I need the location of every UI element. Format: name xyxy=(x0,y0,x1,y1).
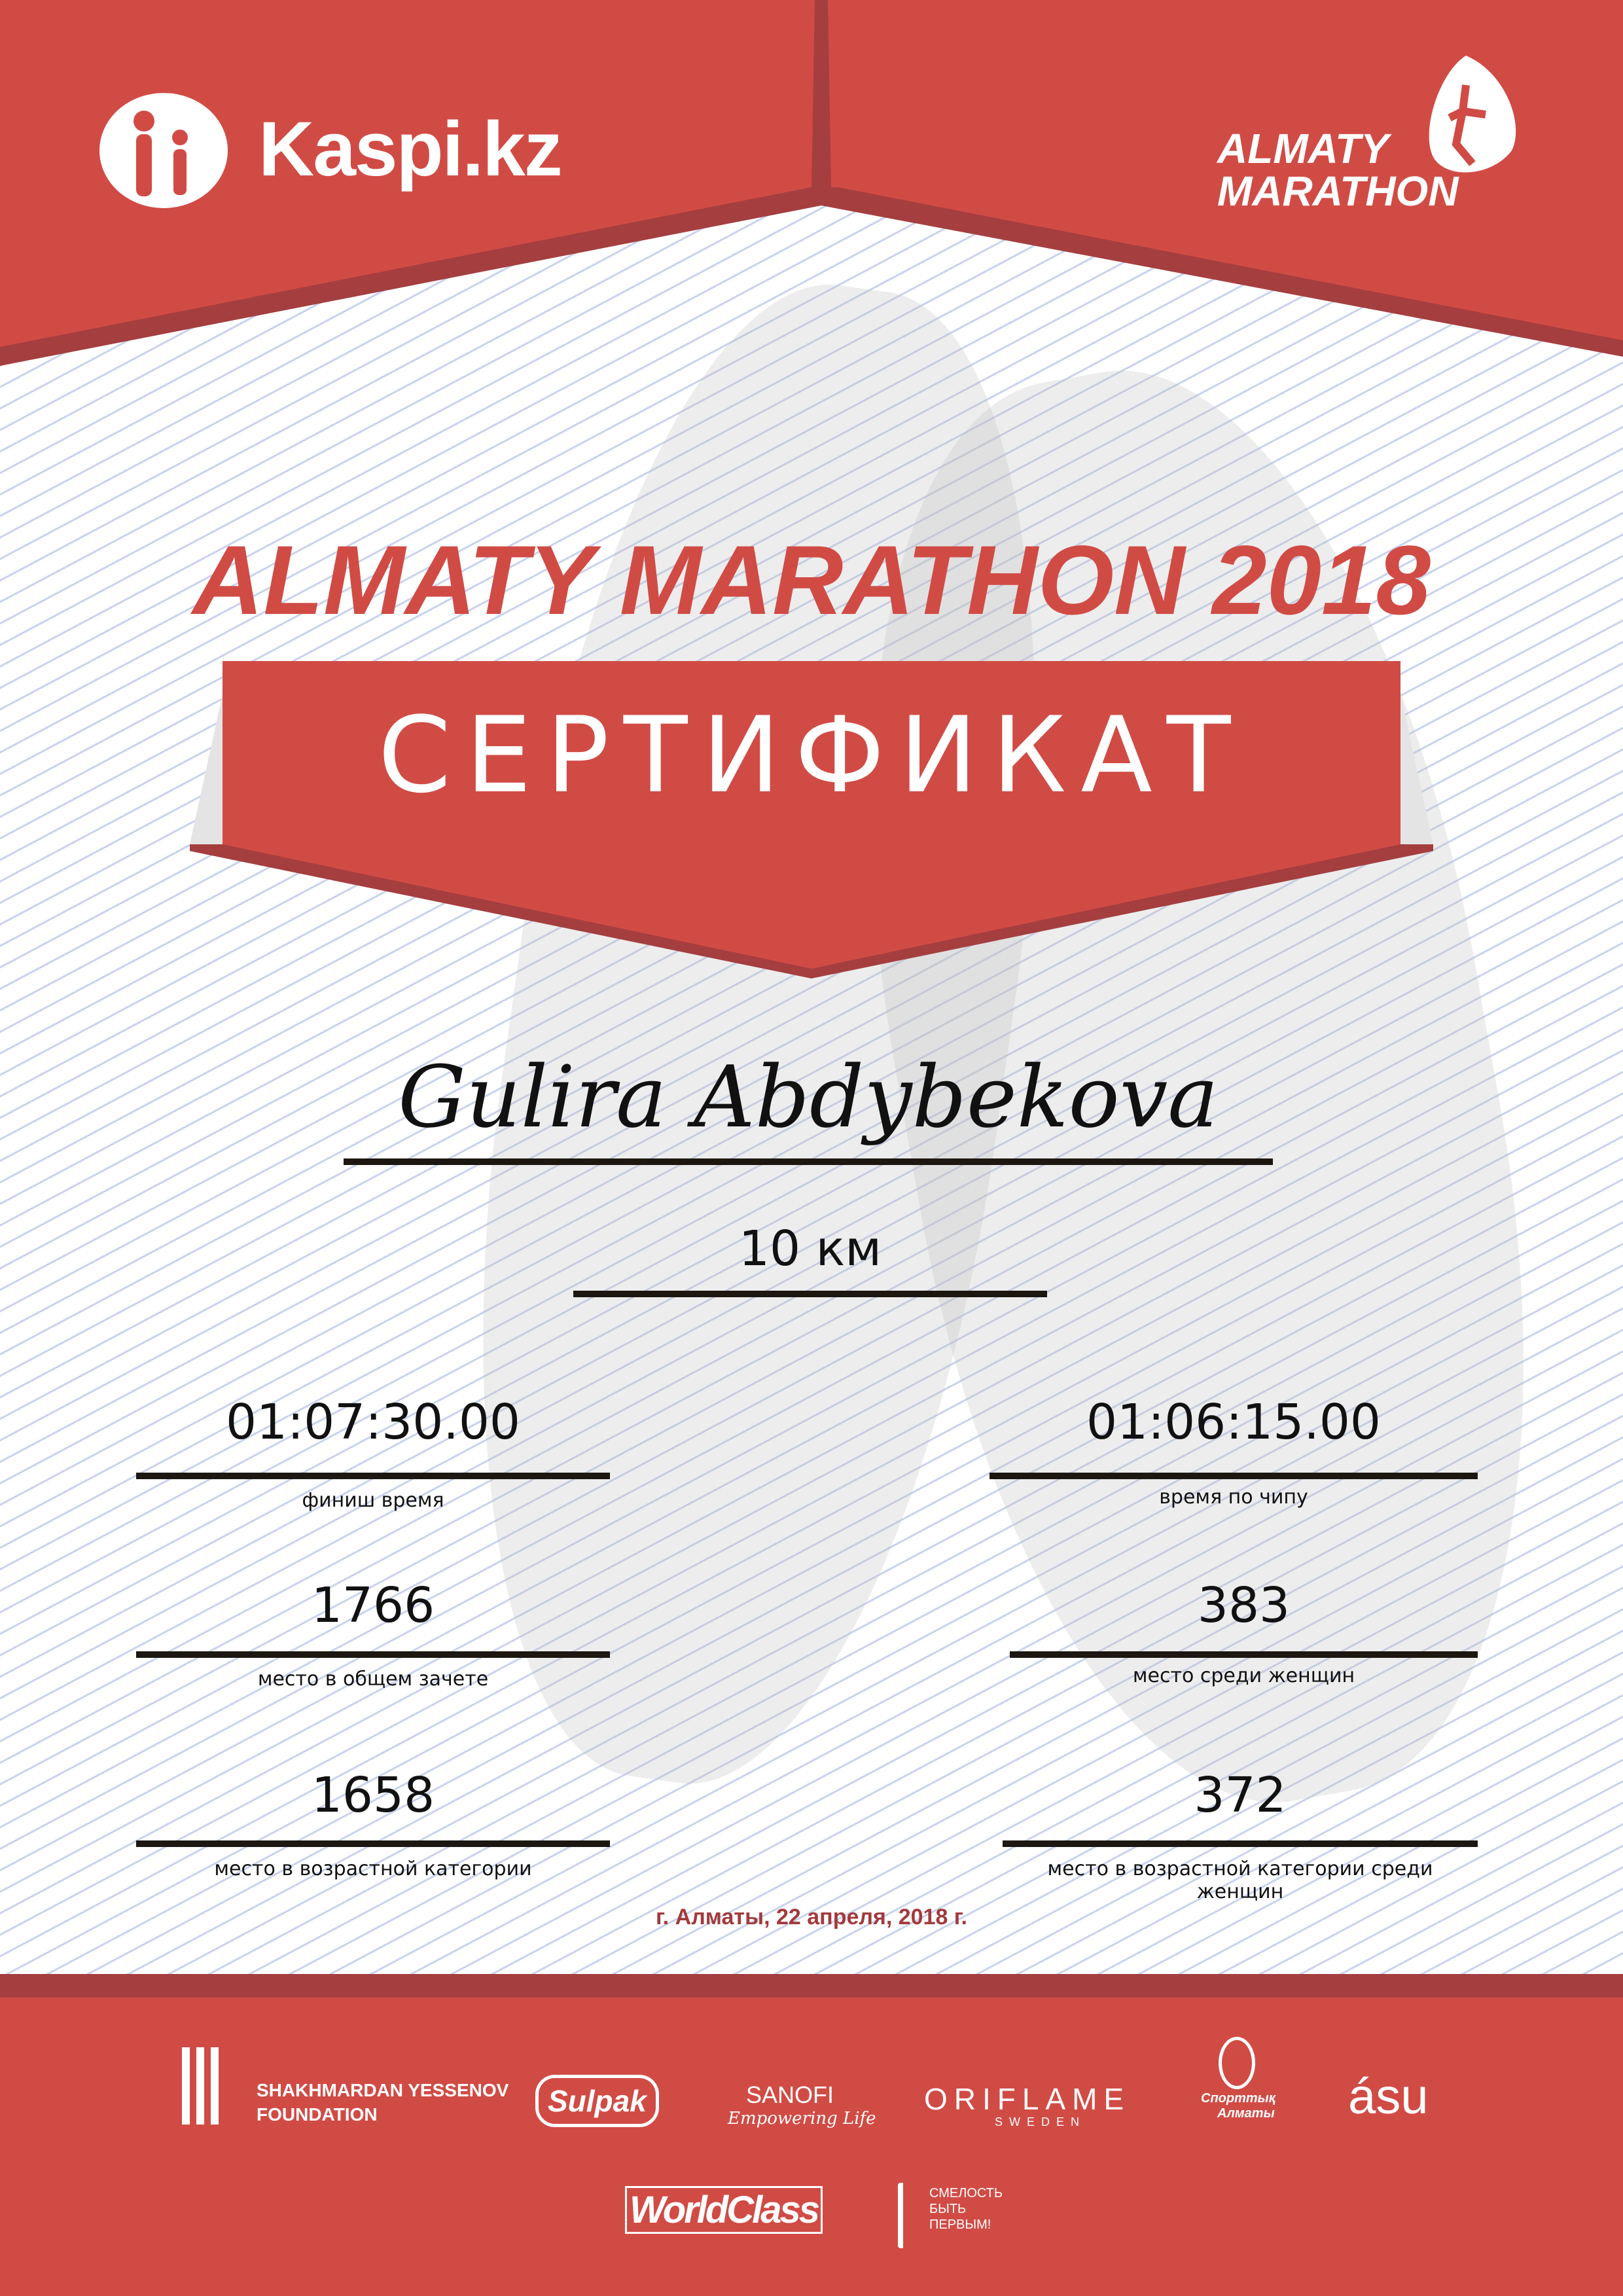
sponsor-sulpak: Sulpak xyxy=(535,2075,659,2127)
fund-line1: СМЕЛОСТЬ xyxy=(929,2186,1003,2200)
footer-dark-band xyxy=(0,1974,1623,1998)
age-category-place: 1658 xyxy=(311,1767,435,1823)
fund-line3: ПЕРВЫМ! xyxy=(929,2217,991,2232)
finish-time: 01:07:30.00 xyxy=(225,1394,521,1450)
certificate-heading: СЕРТИФИКАТ xyxy=(378,694,1245,816)
sport-almaty-emblem-icon xyxy=(1219,2037,1255,2089)
footer xyxy=(0,1998,1623,2296)
underline xyxy=(136,1840,610,1847)
women-age-category-place-label: место в возрастной категории среди женщи… xyxy=(1047,1857,1433,1903)
event-title: ALMATY MARATHON 2018 xyxy=(192,525,1431,635)
fund-figure-icon xyxy=(898,2183,912,2248)
name-underline xyxy=(344,1158,1273,1165)
certificate-ribbon xyxy=(190,661,1433,978)
underline xyxy=(1003,1840,1478,1847)
overall-place-label: место в общем зачете xyxy=(257,1668,489,1691)
fund-line2: БЫТЬ xyxy=(929,2202,967,2216)
distance-underline xyxy=(573,1291,1047,1297)
women-place-label: место среди женщин xyxy=(1132,1664,1355,1687)
underline xyxy=(990,1473,1478,1479)
distance: 10 км xyxy=(738,1221,882,1277)
kaspi-figure-icon xyxy=(99,93,228,208)
yessenov-bars-icon xyxy=(182,2047,221,2125)
chip-time-label: время по чипу xyxy=(1159,1486,1308,1509)
sponsor-asu: ásu xyxy=(1348,2069,1429,2125)
oriflame-name: ORIFLAME xyxy=(924,2082,1131,2116)
age-category-place-label: место в возрастной категории xyxy=(214,1857,532,1880)
sanofi-name: SANOFI xyxy=(746,2081,834,2108)
kaspi-wordmark: Kaspi.kz xyxy=(259,106,563,192)
sponsor-worldclass: WorldClass xyxy=(625,2186,823,2234)
underline xyxy=(1010,1651,1478,1658)
chip-time: 01:06:15.00 xyxy=(1086,1394,1382,1450)
sport-almaty-line1: Спорттық xyxy=(1201,2091,1275,2106)
runner-droplet-icon xyxy=(1429,56,1516,173)
participant-name: Gulira Abdybekova xyxy=(398,1047,1219,1147)
yessenov-name: SHAKHMARDAN YESSENOV xyxy=(257,2080,509,2100)
underline xyxy=(136,1473,610,1479)
sport-almaty-line2: Алматы xyxy=(1217,2106,1275,2121)
logo-line-almaty: ALMATY xyxy=(1217,125,1389,172)
women-age-category-place: 372 xyxy=(1194,1767,1287,1823)
logo-line-marathon: MARATHON xyxy=(1217,168,1459,215)
underline xyxy=(136,1651,610,1658)
oriflame-sub: SWEDEN xyxy=(995,2115,1086,2128)
yessenov-subtitle: FOUNDATION xyxy=(257,2104,378,2125)
finish-time-label: финиш время xyxy=(302,1489,444,1512)
overall-place: 1766 xyxy=(311,1577,435,1634)
date-place: г. Алматы, 22 апреля, 2018 г. xyxy=(656,1905,967,1929)
header-band xyxy=(0,0,1623,366)
sanofi-tagline: Empowering Life xyxy=(728,2109,876,2128)
women-place: 383 xyxy=(1197,1577,1291,1634)
